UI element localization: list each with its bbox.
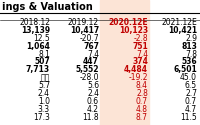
Text: 2021.12E: 2021.12E <box>161 18 197 27</box>
Text: 507: 507 <box>34 58 50 66</box>
Text: 45.0: 45.0 <box>180 73 197 82</box>
Text: 2018.12: 2018.12 <box>19 18 50 27</box>
Text: -20.7: -20.7 <box>79 34 99 43</box>
Text: 767: 767 <box>83 42 99 51</box>
Text: 2.8: 2.8 <box>136 89 148 98</box>
Text: 10,421: 10,421 <box>168 26 197 35</box>
Text: 11.8: 11.8 <box>82 113 99 122</box>
Text: 7,713: 7,713 <box>26 65 50 74</box>
Text: 5.6: 5.6 <box>87 81 99 90</box>
Text: 0.6: 0.6 <box>87 97 99 106</box>
Text: 2.9: 2.9 <box>185 34 197 43</box>
Text: 5.7: 5.7 <box>38 81 50 90</box>
Text: 6.5: 6.5 <box>185 81 197 90</box>
Text: 2019.12: 2019.12 <box>68 18 99 27</box>
Text: 0.7: 0.7 <box>185 97 197 106</box>
Text: 4.2: 4.2 <box>87 105 99 114</box>
Text: 4.7: 4.7 <box>185 105 197 114</box>
Text: 447: 447 <box>83 58 99 66</box>
Text: 7.4: 7.4 <box>136 50 148 59</box>
Text: 10,123: 10,123 <box>119 26 148 35</box>
Text: ings & Valuation: ings & Valuation <box>2 2 93 12</box>
Text: 8.4: 8.4 <box>136 81 148 90</box>
Text: 17.3: 17.3 <box>33 113 50 122</box>
Text: 2020.12E: 2020.12E <box>108 18 148 27</box>
Text: 8.1: 8.1 <box>38 50 50 59</box>
Text: 2.4: 2.4 <box>87 89 99 98</box>
Text: 4,484: 4,484 <box>124 65 148 74</box>
Text: -19.2: -19.2 <box>128 73 148 82</box>
Text: 1,064: 1,064 <box>26 42 50 51</box>
Text: 751: 751 <box>132 42 148 51</box>
Text: 11.5: 11.5 <box>180 113 197 122</box>
Text: 2.7: 2.7 <box>185 89 197 98</box>
Bar <box>100 0 149 125</box>
Text: 4.8: 4.8 <box>136 105 148 114</box>
Text: 0.7: 0.7 <box>136 97 148 106</box>
Text: 374: 374 <box>132 58 148 66</box>
Text: 2.4: 2.4 <box>38 89 50 98</box>
Text: 13,139: 13,139 <box>21 26 50 35</box>
Text: 적전: 적전 <box>41 73 50 82</box>
Text: 6,501: 6,501 <box>173 65 197 74</box>
Text: 10,417: 10,417 <box>70 26 99 35</box>
Text: -2.8: -2.8 <box>133 34 148 43</box>
Text: 3.3: 3.3 <box>38 105 50 114</box>
Text: 12.5: 12.5 <box>33 34 50 43</box>
Text: 8.7: 8.7 <box>136 113 148 122</box>
Text: 536: 536 <box>181 58 197 66</box>
Text: 7.4: 7.4 <box>87 50 99 59</box>
Text: 813: 813 <box>181 42 197 51</box>
Text: -28.0: -28.0 <box>80 73 99 82</box>
Text: 1.0: 1.0 <box>38 97 50 106</box>
Text: 7.8: 7.8 <box>185 50 197 59</box>
Text: 5,552: 5,552 <box>76 65 99 74</box>
